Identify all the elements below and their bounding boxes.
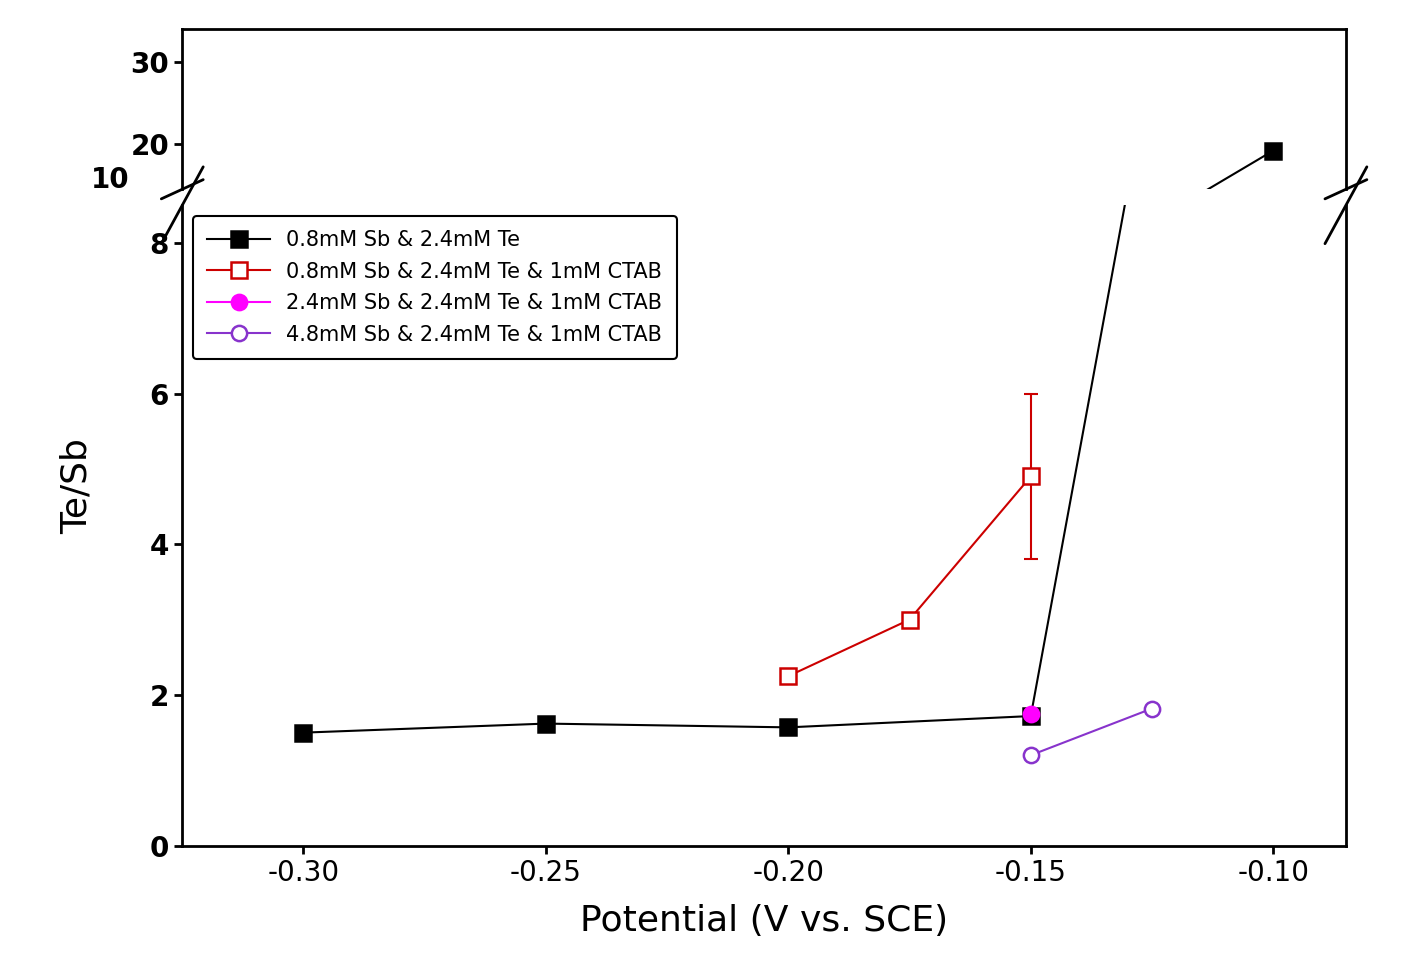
0.8mM Sb & 2.4mM Te [294, 727, 311, 739]
4.8mM Sb & 2.4mM Te & 1mM CTAB [1144, 703, 1161, 714]
4.8mM Sb & 2.4mM Te & 1mM CTAB [1022, 749, 1039, 761]
0.8mM Sb & 2.4mM Te & 1mM CTAB [1022, 470, 1039, 482]
0.8mM Sb & 2.4mM Te [780, 721, 796, 733]
Line: 0.8mM Sb & 2.4mM Te: 0.8mM Sb & 2.4mM Te [296, 0, 1281, 741]
0.8mM Sb & 2.4mM Te & 1mM CTAB [780, 671, 796, 682]
Text: Te/Sb: Te/Sb [60, 438, 94, 534]
0.8mM Sb & 2.4mM Te & 1mM CTAB [901, 613, 918, 625]
Text: 10: 10 [91, 166, 129, 194]
Legend: 0.8mM Sb & 2.4mM Te, 0.8mM Sb & 2.4mM Te & 1mM CTAB, 2.4mM Sb & 2.4mM Te & 1mM C: 0.8mM Sb & 2.4mM Te, 0.8mM Sb & 2.4mM Te… [192, 216, 677, 360]
Line: 0.8mM Sb & 2.4mM Te & 1mM CTAB: 0.8mM Sb & 2.4mM Te & 1mM CTAB [781, 469, 1039, 683]
X-axis label: Potential (V vs. SCE): Potential (V vs. SCE) [580, 904, 948, 938]
0.8mM Sb & 2.4mM Te [1022, 711, 1039, 722]
0.8mM Sb & 2.4mM Te [537, 717, 554, 729]
Line: 4.8mM Sb & 2.4mM Te & 1mM CTAB: 4.8mM Sb & 2.4mM Te & 1mM CTAB [1023, 701, 1159, 763]
